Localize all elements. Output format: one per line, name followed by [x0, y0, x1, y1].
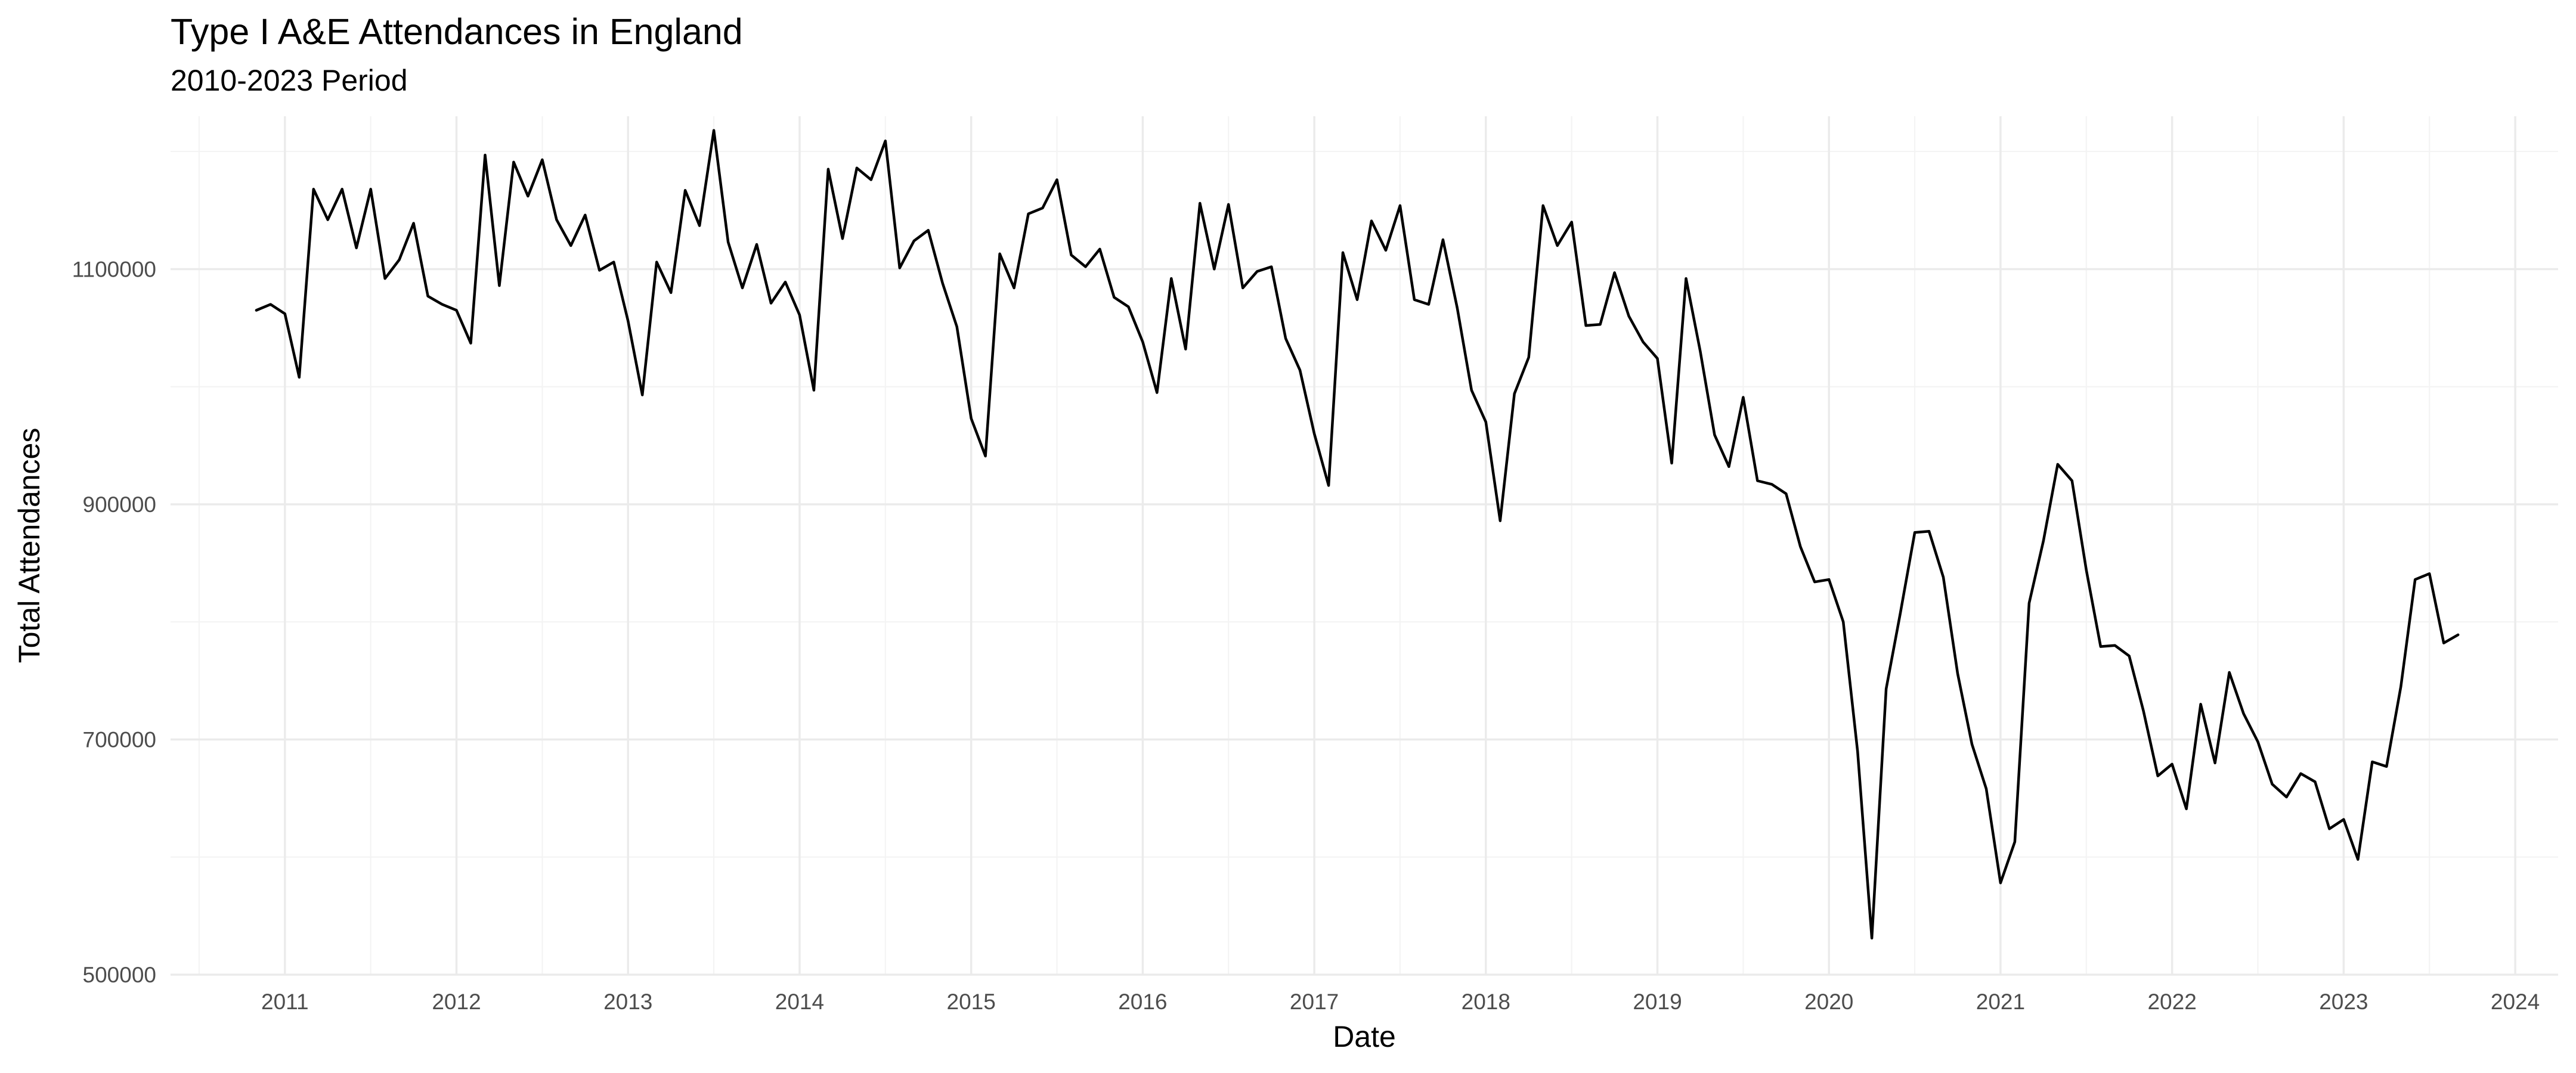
x-tick-label: 2021 [1976, 990, 2025, 1014]
series-line [255, 129, 2460, 940]
y-axis-tick-labels: 500000 700000 900000 1100000 [72, 257, 156, 987]
x-tick-label: 2011 [261, 990, 309, 1014]
major-gridlines [171, 116, 2558, 976]
chart-subtitle: 2010-2023 Period [171, 64, 408, 97]
y-tick-label: 700000 [83, 727, 156, 752]
x-tick-label: 2016 [1118, 990, 1167, 1014]
x-tick-label: 2023 [2319, 990, 2368, 1014]
x-tick-label: 2014 [775, 990, 824, 1014]
x-tick-label: 2019 [1633, 990, 1682, 1014]
x-tick-label: 2013 [603, 990, 652, 1014]
chart-title: Type I A&E Attendances in England [171, 11, 743, 52]
y-tick-label: 500000 [83, 963, 156, 987]
x-axis-tick-labels: 2011 2012 2013 2014 2015 2016 2017 2018 2019 2020… [261, 990, 2540, 1014]
x-tick-label: 2012 [432, 990, 481, 1014]
y-tick-label: 900000 [83, 492, 156, 517]
x-tick-label: 2017 [1290, 990, 1339, 1014]
series-layer [255, 129, 2460, 940]
minor-gridlines [171, 116, 2558, 975]
x-tick-label: 2015 [947, 990, 996, 1014]
x-tick-label: 2018 [1462, 990, 1510, 1014]
x-axis-title: Date [1333, 1020, 1396, 1053]
x-tick-label: 2022 [2147, 990, 2196, 1014]
x-tick-label: 2024 [2491, 990, 2540, 1014]
x-tick-label: 2020 [1804, 990, 1853, 1014]
y-axis-title: Total Attendances [13, 428, 46, 663]
y-tick-label: 1100000 [72, 257, 156, 281]
